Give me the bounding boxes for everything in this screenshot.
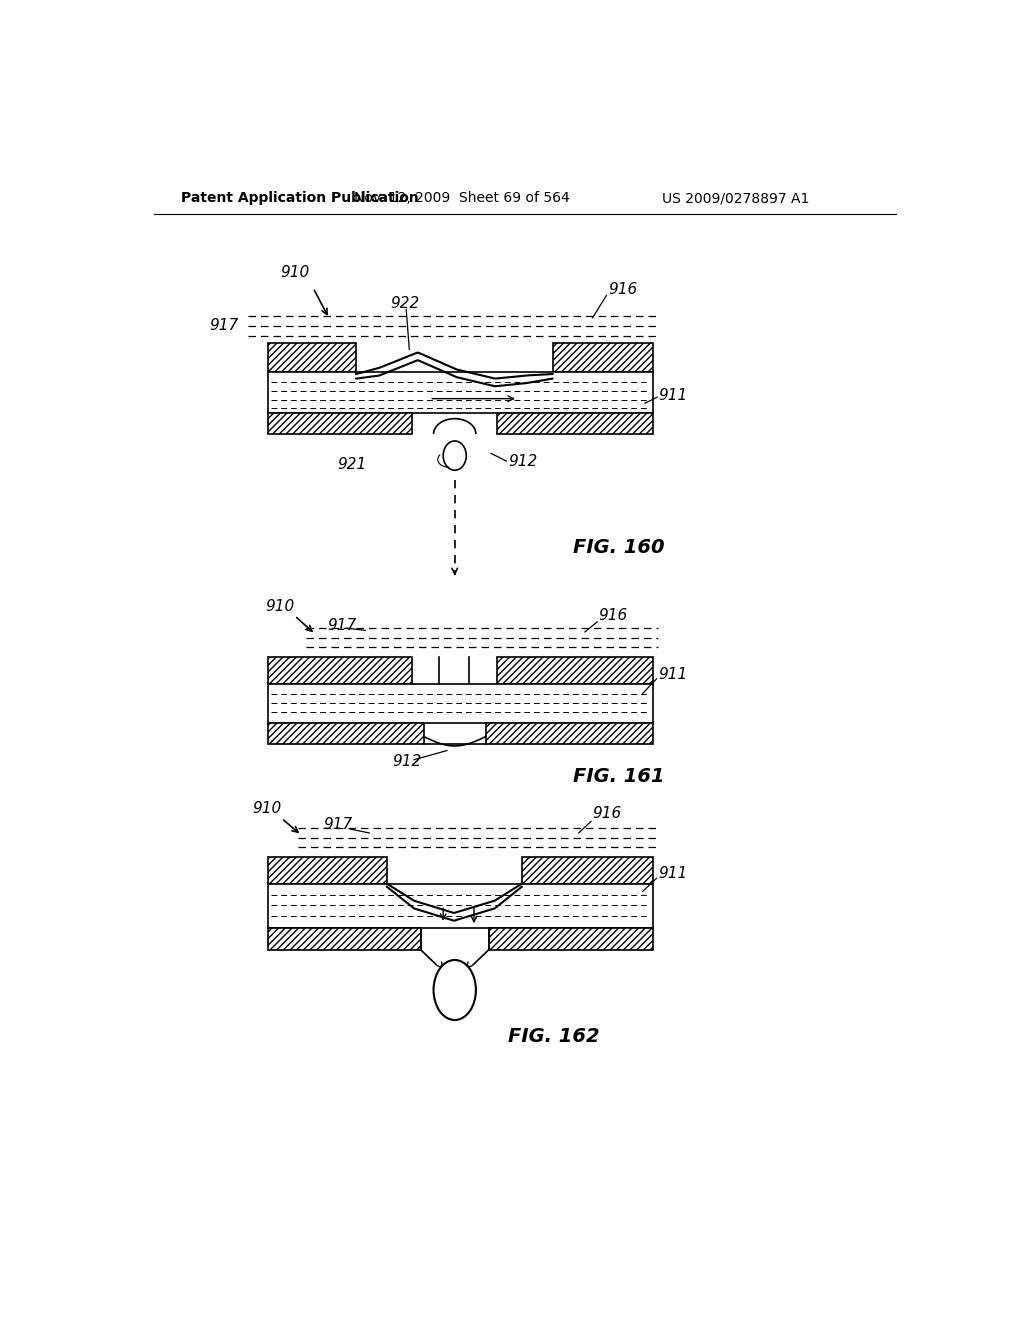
Text: Nov. 12, 2009  Sheet 69 of 564: Nov. 12, 2009 Sheet 69 of 564: [353, 191, 569, 206]
Text: FIG. 161: FIG. 161: [573, 767, 665, 787]
Text: Patent Application Publication: Patent Application Publication: [180, 191, 419, 206]
Bar: [497, 657, 652, 684]
Text: 916: 916: [608, 281, 637, 297]
Text: 917: 917: [327, 618, 356, 632]
Text: 910: 910: [265, 599, 295, 614]
Text: US 2009/0278897 A1: US 2009/0278897 A1: [662, 191, 809, 206]
Bar: [267, 343, 356, 372]
Text: 916: 916: [593, 807, 622, 821]
Bar: [485, 723, 652, 744]
Ellipse shape: [443, 441, 466, 470]
Text: FIG. 162: FIG. 162: [508, 1027, 599, 1045]
Text: FIG. 160: FIG. 160: [573, 537, 665, 557]
Text: 916: 916: [599, 607, 628, 623]
Bar: [267, 928, 421, 950]
Bar: [488, 928, 652, 950]
Text: 911: 911: [658, 866, 687, 882]
Text: 910: 910: [281, 265, 310, 280]
Text: 921: 921: [337, 457, 367, 473]
Bar: [267, 372, 652, 412]
Bar: [267, 723, 424, 744]
Bar: [267, 684, 652, 723]
Text: 917: 917: [323, 817, 352, 832]
Bar: [553, 343, 652, 372]
Text: 912: 912: [508, 454, 538, 469]
Text: 911: 911: [658, 388, 687, 403]
Ellipse shape: [433, 960, 476, 1020]
Bar: [267, 412, 413, 434]
Text: 910: 910: [252, 801, 282, 816]
Bar: [497, 412, 652, 434]
Bar: [267, 657, 413, 684]
Text: 912: 912: [392, 754, 422, 768]
Bar: [267, 884, 652, 928]
Text: 917: 917: [209, 318, 239, 333]
Text: 911: 911: [658, 667, 687, 682]
Text: 922: 922: [391, 296, 420, 310]
Bar: [267, 857, 387, 884]
Bar: [521, 857, 652, 884]
